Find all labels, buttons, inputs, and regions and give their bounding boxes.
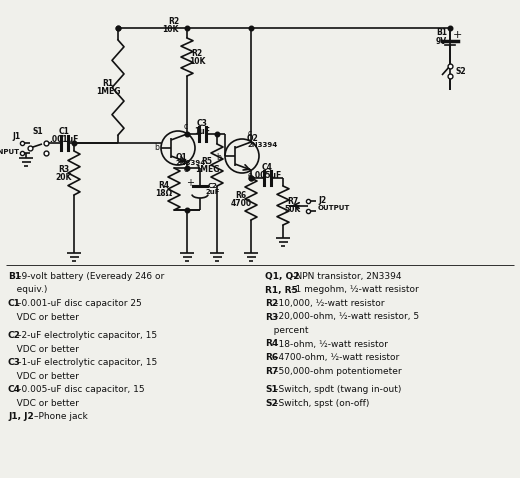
Text: e: e xyxy=(248,172,252,181)
Text: 2N3394: 2N3394 xyxy=(247,142,277,148)
Text: C2: C2 xyxy=(208,183,218,188)
Text: –0.001-uF disc capacitor 25: –0.001-uF disc capacitor 25 xyxy=(17,299,142,308)
Text: –9-volt battery (Eveready 246 or: –9-volt battery (Eveready 246 or xyxy=(17,272,165,281)
Text: R6: R6 xyxy=(236,191,246,199)
Text: equiv.): equiv.) xyxy=(8,285,47,294)
Text: C3: C3 xyxy=(197,119,207,128)
Text: Q1: Q1 xyxy=(176,153,188,162)
Text: VDC or better: VDC or better xyxy=(8,399,79,408)
Text: c: c xyxy=(248,130,252,139)
Text: R3: R3 xyxy=(58,164,70,174)
Text: S2: S2 xyxy=(265,399,278,408)
Text: 10K: 10K xyxy=(163,25,179,34)
Text: VDC or better: VDC or better xyxy=(8,372,79,381)
Text: b: b xyxy=(216,153,221,163)
Text: 2uF: 2uF xyxy=(206,189,220,196)
Text: VDC or better: VDC or better xyxy=(8,313,79,322)
Text: Q1, Q2: Q1, Q2 xyxy=(265,272,300,281)
Text: –4700-ohm, ½-watt resistor: –4700-ohm, ½-watt resistor xyxy=(275,353,400,362)
Text: R4: R4 xyxy=(265,339,278,348)
Text: R3: R3 xyxy=(265,313,278,322)
Text: 2N3394: 2N3394 xyxy=(176,160,206,166)
Text: 1MEG: 1MEG xyxy=(195,164,219,174)
Text: J2: J2 xyxy=(318,196,326,205)
Text: –Switch, spdt (twang in-out): –Switch, spdt (twang in-out) xyxy=(275,385,402,394)
Text: R1: R1 xyxy=(102,79,113,88)
Text: R4: R4 xyxy=(159,181,170,189)
Text: .001uF: .001uF xyxy=(49,135,79,144)
Text: C4: C4 xyxy=(262,163,272,172)
Text: S2: S2 xyxy=(455,66,465,76)
Text: 9V: 9V xyxy=(436,37,447,46)
Text: R7: R7 xyxy=(265,367,278,376)
Text: OUTPUT: OUTPUT xyxy=(318,206,350,211)
Text: R6: R6 xyxy=(265,353,278,362)
Text: B1: B1 xyxy=(8,272,21,281)
Text: C2: C2 xyxy=(8,331,21,340)
Text: –50,000-ohm potentiometer: –50,000-ohm potentiometer xyxy=(275,367,402,376)
Text: R2: R2 xyxy=(191,48,203,57)
Text: C4: C4 xyxy=(8,385,21,394)
Text: –1 megohm, ½-watt resistor: –1 megohm, ½-watt resistor xyxy=(291,285,419,294)
Text: VDC or better: VDC or better xyxy=(8,345,79,354)
Text: 20K: 20K xyxy=(56,173,72,182)
Text: R5: R5 xyxy=(202,156,213,165)
Text: 10K: 10K xyxy=(189,56,205,65)
Text: 18Ω: 18Ω xyxy=(155,188,173,197)
Text: +: + xyxy=(453,30,462,40)
Text: –20,000-ohm, ½-watt resistor, 5: –20,000-ohm, ½-watt resistor, 5 xyxy=(275,313,420,322)
Text: –2-uF electrolytic capacitor, 15: –2-uF electrolytic capacitor, 15 xyxy=(17,331,158,340)
Text: –NPN transistor, 2N3394: –NPN transistor, 2N3394 xyxy=(291,272,402,281)
Text: +: + xyxy=(186,177,194,187)
Text: R7: R7 xyxy=(288,197,298,206)
Text: R1, R5: R1, R5 xyxy=(265,285,298,294)
Text: J1: J1 xyxy=(12,132,20,141)
Text: c: c xyxy=(184,121,188,130)
Text: B1: B1 xyxy=(436,28,447,37)
Text: –18-ohm, ½-watt resistor: –18-ohm, ½-watt resistor xyxy=(275,339,388,348)
Text: –Phone jack: –Phone jack xyxy=(34,413,88,422)
Text: 1MEG: 1MEG xyxy=(96,87,120,96)
Text: –10,000, ½-watt resistor: –10,000, ½-watt resistor xyxy=(275,299,385,308)
Text: 4700: 4700 xyxy=(230,198,252,207)
Text: percent: percent xyxy=(265,326,308,335)
Text: R2: R2 xyxy=(265,299,278,308)
Text: S1: S1 xyxy=(265,385,278,394)
Text: –0.005-uF disc capacitor, 15: –0.005-uF disc capacitor, 15 xyxy=(17,385,145,394)
Text: INPUT: INPUT xyxy=(0,149,20,155)
Text: Q2: Q2 xyxy=(247,134,259,143)
Text: C1: C1 xyxy=(8,299,21,308)
Text: S1: S1 xyxy=(33,128,43,137)
Text: C1: C1 xyxy=(59,128,70,137)
Text: J1, J2: J1, J2 xyxy=(8,413,34,422)
Text: –Switch, spst (on-off): –Switch, spst (on-off) xyxy=(275,399,370,408)
Text: R2: R2 xyxy=(168,17,179,26)
Text: b: b xyxy=(154,143,159,152)
Text: .005uF: .005uF xyxy=(252,171,282,180)
Text: C3: C3 xyxy=(8,358,21,368)
Text: 1uF: 1uF xyxy=(194,127,210,135)
Text: 50K: 50K xyxy=(285,205,301,214)
Text: –1-uF electrolytic capacitor, 15: –1-uF electrolytic capacitor, 15 xyxy=(17,358,158,368)
Text: e: e xyxy=(184,165,188,174)
